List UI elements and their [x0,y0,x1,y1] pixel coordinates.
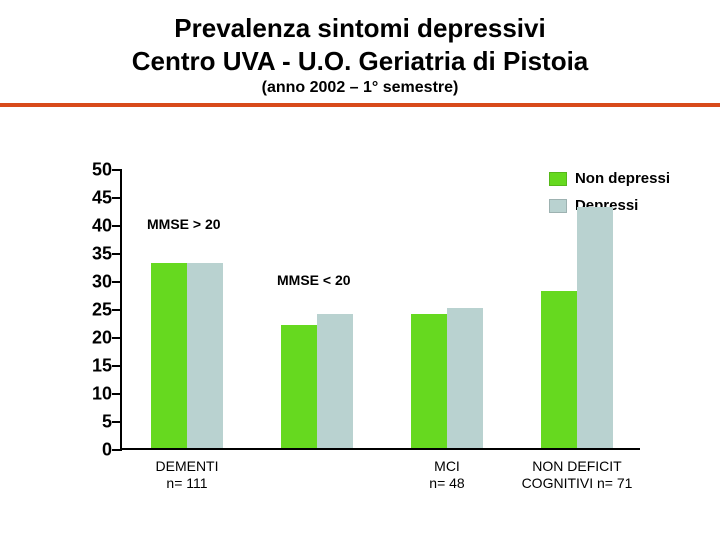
y-tick-label: 30 [70,272,112,293]
y-tick [112,309,122,311]
y-tick-label: 10 [70,384,112,405]
y-tick-label: 20 [70,328,112,349]
title-block: Prevalenza sintomi depressivi Centro UVA… [0,0,720,97]
x-label: MCIn= 48 [372,458,522,492]
bar [281,325,317,448]
group-annotation: MMSE < 20 [277,272,351,288]
y-tick [112,449,122,451]
bar [317,314,353,448]
group-annotation: MMSE > 20 [147,216,221,232]
chart: Non depressiDepressi MMSE > 20DEMENTIn= … [70,170,670,490]
y-tick-label: 40 [70,216,112,237]
y-tick-label: 0 [70,440,112,461]
plot-area: MMSE > 20DEMENTIn= 111MMSE < 20MCIn= 48N… [120,170,640,450]
title-line-1: Prevalenza sintomi depressivi [0,12,720,45]
bar [411,314,447,448]
bar [577,207,613,448]
y-tick-label: 35 [70,244,112,265]
x-label-line2: n= 111 [112,475,262,492]
y-tick [112,253,122,255]
x-label-line2: n= 48 [372,475,522,492]
bar [187,263,223,448]
y-tick [112,225,122,227]
subtitle: (anno 2002 – 1° semestre) [0,79,720,97]
y-tick [112,393,122,395]
x-label: NON DEFICITCOGNITIVI n= 71 [502,458,652,492]
y-tick [112,365,122,367]
bar [151,263,187,448]
x-label-line1: MCI [372,458,522,475]
bar [541,291,577,448]
y-tick-label: 50 [70,160,112,181]
y-tick-label: 5 [70,412,112,433]
bar [447,308,483,448]
x-label: DEMENTIn= 111 [112,458,262,492]
y-tick [112,337,122,339]
y-tick-label: 45 [70,188,112,209]
x-label-line1: NON DEFICIT [502,458,652,475]
y-tick [112,169,122,171]
y-tick [112,421,122,423]
header-rule [0,103,720,107]
x-label-line2: COGNITIVI n= 71 [502,475,652,492]
y-tick [112,281,122,283]
y-tick-label: 15 [70,356,112,377]
title-line-2: Centro UVA - U.O. Geriatria di Pistoia [0,45,720,78]
y-tick [112,197,122,199]
x-label-line1: DEMENTI [112,458,262,475]
y-tick-label: 25 [70,300,112,321]
